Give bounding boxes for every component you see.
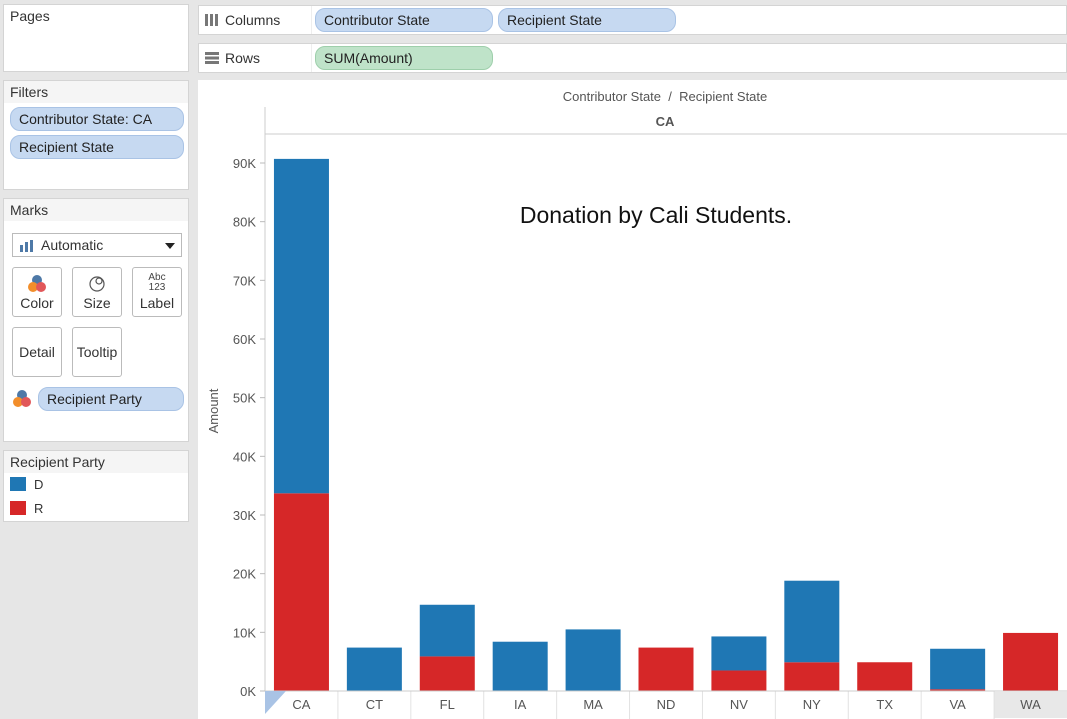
bar-wa-r[interactable] xyxy=(1003,632,1059,691)
bar-ny-d[interactable] xyxy=(784,580,840,663)
pane-label: CA xyxy=(656,114,675,129)
mark-type-dropdown[interactable]: Automatic xyxy=(12,233,182,257)
rows-label-text: Rows xyxy=(225,50,261,66)
marks-title: Marks xyxy=(4,199,188,221)
y-tick-label: 80K xyxy=(233,215,256,230)
y-tick-label: 50K xyxy=(233,391,256,406)
corner-marker-icon xyxy=(265,691,286,714)
color-button-label: Color xyxy=(20,295,54,311)
x-tick-label-fl: FL xyxy=(440,697,455,712)
color-circles-icon xyxy=(28,275,46,292)
pages-title: Pages xyxy=(4,5,188,27)
mark-type-value: Automatic xyxy=(41,237,104,253)
detail-button-label: Detail xyxy=(19,344,55,360)
y-tick-label: 30K xyxy=(233,508,256,523)
bars xyxy=(273,158,1059,691)
chevron-down-icon xyxy=(165,243,175,249)
detail-button[interactable]: Detail xyxy=(12,327,62,377)
y-tick-label: 90K xyxy=(233,156,256,171)
label-icon-abc: Abc xyxy=(148,272,166,283)
legend-item-r[interactable]: R xyxy=(10,501,43,516)
rows-shelf: Rows SUM(Amount) xyxy=(198,43,1067,73)
bar-ct-d[interactable] xyxy=(346,647,402,691)
bar-tx-r[interactable] xyxy=(857,662,913,691)
color-encoding-icon xyxy=(13,390,31,407)
y-tick-label: 40K xyxy=(233,449,256,464)
rows-icon xyxy=(205,52,219,64)
columns-pill-recipient-state[interactable]: Recipient State xyxy=(498,8,676,32)
filters-title: Filters xyxy=(4,81,188,103)
legend-item-d[interactable]: D xyxy=(10,477,43,492)
y-ticks: 0K 10K 20K 30K 40K 50K 60K 70K 80K 90K xyxy=(233,156,265,699)
x-tick-label-nv: NV xyxy=(730,697,748,712)
columns-pill-contributor-state[interactable]: Contributor State xyxy=(315,8,493,32)
bar-ia-d[interactable] xyxy=(492,641,548,691)
filter-pill-recipient-state[interactable]: Recipient State xyxy=(10,135,184,159)
x-tick-label-ca: CA xyxy=(292,697,310,712)
rows-pill-sum-amount[interactable]: SUM(Amount) xyxy=(315,46,493,70)
x-tick-label-ct: CT xyxy=(366,697,383,712)
legend-swatch-r xyxy=(10,501,26,515)
columns-icon xyxy=(205,14,218,26)
bar-chart-icon xyxy=(20,240,33,252)
color-legend-card: Recipient Party D R xyxy=(3,450,189,522)
legend-swatch-d xyxy=(10,477,26,491)
rows-shelf-label: Rows xyxy=(205,44,260,72)
y-tick-label: 10K xyxy=(233,625,256,640)
x-tick-label-nd: ND xyxy=(657,697,676,712)
bar-fl-d[interactable] xyxy=(419,604,475,657)
filters-card: Filters Contributor State: CA Recipient … xyxy=(3,80,189,190)
x-tick-label-ma: MA xyxy=(583,697,603,712)
x-tick-label-tx: TX xyxy=(876,697,893,712)
legend-label-d: D xyxy=(34,477,44,492)
bar-va-d[interactable] xyxy=(930,648,986,690)
y-tick-label: 20K xyxy=(233,567,256,582)
y-axis-label: Amount xyxy=(206,388,221,433)
columns-shelf-label: Columns xyxy=(205,6,280,34)
bar-chart: Contributor State / Recipient State CA A… xyxy=(206,89,1067,719)
x-tick-highlight xyxy=(994,692,1067,718)
rows-shelf-divider xyxy=(311,44,312,72)
chart-view: Contributor State / Recipient State CA A… xyxy=(198,80,1067,719)
legend-title: Recipient Party xyxy=(4,451,188,473)
size-circles-icon xyxy=(89,276,105,292)
bar-fl-r[interactable] xyxy=(419,656,475,691)
bar-ma-d[interactable] xyxy=(565,629,621,691)
label-icon-123: 123 xyxy=(148,282,166,293)
tooltip-button-label: Tooltip xyxy=(76,344,118,360)
size-button-label: Size xyxy=(83,295,111,311)
x-tick-label-va: VA xyxy=(949,697,966,712)
columns-shelf-divider xyxy=(311,6,312,34)
y-tick-label: 0K xyxy=(240,684,256,699)
label-button[interactable]: Abc 123 Label xyxy=(132,267,182,317)
size-button[interactable]: Size xyxy=(72,267,122,317)
color-field-pill[interactable]: Recipient Party xyxy=(38,387,184,411)
tooltip-button[interactable]: Tooltip xyxy=(72,327,122,377)
chart-annotation: Donation by Cali Students. xyxy=(520,202,792,228)
bar-ny-r[interactable] xyxy=(784,662,840,691)
y-tick-label: 70K xyxy=(233,273,256,288)
chart-header: Contributor State / Recipient State xyxy=(563,89,768,104)
bar-nd-r[interactable] xyxy=(638,647,694,691)
label-text-icon: Abc 123 xyxy=(133,273,181,295)
filter-pill-contributor-state[interactable]: Contributor State: CA xyxy=(10,107,184,131)
legend-label-r: R xyxy=(34,501,44,516)
bar-va-r[interactable] xyxy=(930,689,986,691)
x-tick-label-ny: NY xyxy=(803,697,821,712)
columns-shelf: Columns Contributor State Recipient Stat… xyxy=(198,5,1067,35)
x-tick-label-ia: IA xyxy=(514,697,527,712)
columns-label-text: Columns xyxy=(225,12,281,28)
color-button[interactable]: Color xyxy=(12,267,62,317)
pages-card: Pages xyxy=(3,4,189,72)
bar-ca-r[interactable] xyxy=(273,493,329,691)
bar-nv-r[interactable] xyxy=(711,670,767,691)
marks-card: Marks Automatic Color Size Abc 123 Label xyxy=(3,198,189,442)
x-ticks: CA CT FL IA MA ND NV NY TX VA WA xyxy=(265,690,1067,719)
bar-nv-d[interactable] xyxy=(711,636,767,671)
x-tick-label-wa: WA xyxy=(1020,697,1041,712)
label-button-label: Label xyxy=(139,295,175,311)
y-tick-label: 60K xyxy=(233,332,256,347)
bar-ca-d[interactable] xyxy=(273,158,329,494)
